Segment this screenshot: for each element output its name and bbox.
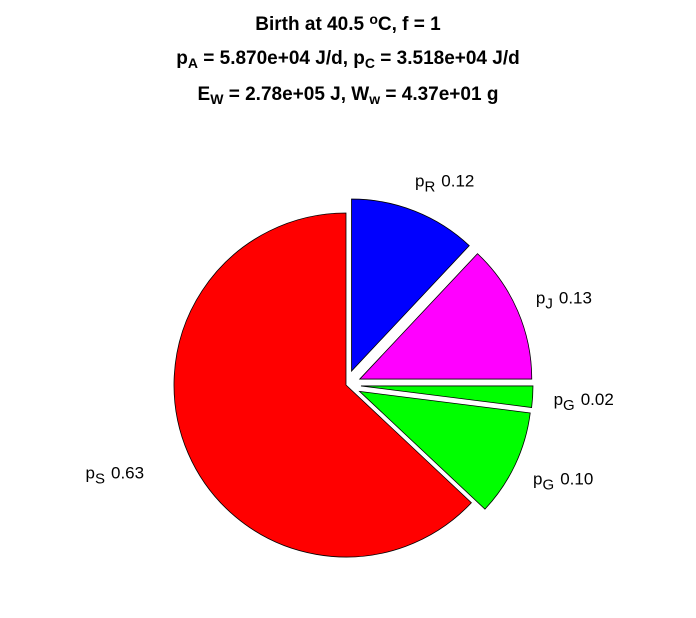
slice-name-sub: G: [563, 396, 575, 413]
slice-name: p: [554, 390, 563, 409]
title-run: = 3.518e+04 J/d: [375, 48, 520, 69]
title-run: p: [176, 48, 188, 69]
pie-slice: [358, 253, 533, 380]
slice-name: p: [533, 470, 542, 489]
title-run: C: [365, 55, 375, 71]
slice-label: pG 0.02: [554, 390, 614, 414]
slice-value-label: 0.63: [111, 463, 144, 482]
slice-name-sub: J: [545, 295, 553, 312]
pie-slice: [358, 390, 531, 510]
title-run: = 5.870e+04 J/d, p: [198, 48, 365, 69]
slice-value-label: 0.12: [441, 171, 474, 190]
title-run: Birth at 40.5: [255, 14, 369, 35]
slice-value-label: 0.10: [560, 470, 593, 489]
slice-name-sub: R: [424, 178, 435, 195]
title-run: E: [198, 84, 211, 105]
slice-name: p: [86, 463, 95, 482]
title-line: Birth at 40.5 oC, f = 1: [255, 11, 441, 35]
pie-slice: [173, 212, 472, 558]
title-run: A: [188, 55, 198, 71]
slice-label: pJ 0.13: [536, 289, 592, 313]
title-run: = 4.37e+01 g: [380, 84, 498, 105]
pie-slice: [360, 385, 534, 408]
title-run: C, f = 1: [378, 14, 441, 35]
title-line: EW = 2.78e+05 J, Ww = 4.37e+01 g: [198, 84, 499, 107]
slice-label: pR 0.12: [415, 171, 474, 195]
slice-name: p: [415, 171, 424, 190]
slice-name-sub: S: [95, 470, 105, 487]
title-run: o: [369, 11, 378, 27]
slice-value-label: 0.02: [581, 390, 614, 409]
title-run: W: [210, 91, 224, 107]
pie-slice: [351, 198, 470, 373]
slice-value-label: 0.13: [559, 289, 592, 308]
title-run: w: [368, 91, 380, 107]
slice-label: pG 0.10: [533, 470, 593, 494]
title-run: = 2.78e+05 J, W: [223, 84, 369, 105]
slice-name: p: [536, 289, 545, 308]
slice-label: pS 0.63: [86, 463, 145, 487]
title-line: pA = 5.870e+04 J/d, pC = 3.518e+04 J/d: [176, 48, 519, 71]
slice-name-sub: G: [543, 476, 555, 493]
